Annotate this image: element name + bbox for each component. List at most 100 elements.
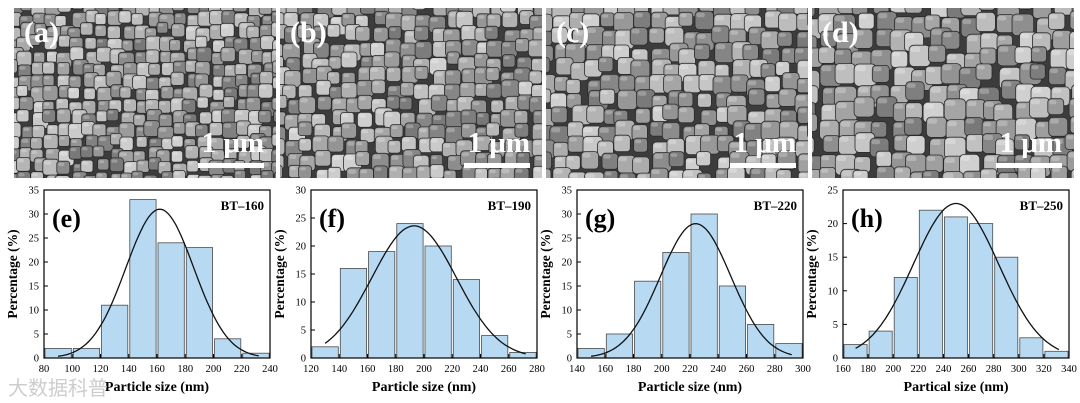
grain-highlight [415, 27, 423, 32]
grain-highlight [666, 28, 675, 34]
histogram-bar [185, 247, 214, 359]
grain-particle [812, 85, 819, 105]
grain-highlight [431, 59, 439, 64]
grain-highlight [699, 62, 708, 67]
grain-highlight [290, 128, 298, 133]
grain-highlight [185, 41, 191, 45]
grain-particle [280, 55, 284, 70]
grain-highlight [763, 140, 772, 145]
grain-highlight [160, 115, 167, 119]
grain-particle [894, 166, 911, 178]
grain-highlight [196, 75, 203, 79]
grain-highlight [908, 137, 917, 142]
grain-highlight [1070, 100, 1074, 105]
grain-highlight [317, 81, 325, 86]
grain-highlight [300, 140, 306, 144]
grain-highlight [762, 155, 770, 160]
grain-highlight [150, 65, 156, 68]
grain-highlight [375, 28, 382, 33]
grain-highlight [571, 13, 579, 18]
grain-highlight [1030, 99, 1040, 105]
grain-highlight [74, 173, 81, 177]
y-tick-label: 10 [29, 306, 40, 317]
grain-highlight [235, 111, 243, 115]
grain-highlight [358, 113, 366, 118]
grain-highlight [342, 124, 350, 129]
grain-highlight [1054, 31, 1063, 37]
grain-highlight [61, 27, 69, 31]
grain-highlight [400, 98, 407, 102]
grain-highlight [588, 107, 596, 112]
grain-highlight [489, 169, 496, 174]
grain-highlight [280, 86, 283, 91]
grain-highlight [599, 142, 607, 147]
grain-particle [1069, 10, 1074, 30]
grain-particle [109, 157, 124, 172]
grain-highlight [587, 28, 596, 33]
grain-highlight [186, 61, 193, 65]
grain-highlight [715, 127, 723, 132]
grain-highlight [97, 39, 104, 43]
grain-highlight [1066, 135, 1074, 140]
grain-highlight [201, 113, 207, 117]
x-tick-label: 340 [1061, 364, 1077, 375]
grain-particle [889, 8, 910, 14]
histogram-bar [396, 223, 424, 359]
grain-highlight [403, 138, 410, 142]
grain-highlight [476, 68, 485, 74]
grain-highlight [531, 16, 539, 21]
grain-particle [272, 76, 276, 90]
x-tick-label: 280 [986, 364, 1002, 375]
grain-highlight [635, 139, 642, 144]
grain-highlight [71, 48, 78, 52]
grain-highlight [998, 156, 1008, 162]
x-tick-label: 220 [682, 364, 698, 375]
grain-highlight [197, 125, 203, 129]
grain-highlight [853, 52, 863, 58]
grain-highlight [637, 109, 644, 114]
grain-highlight [430, 125, 438, 130]
grain-highlight [718, 108, 725, 113]
grain-highlight [948, 85, 958, 91]
grain-particle [156, 21, 169, 34]
grain-particle [274, 171, 276, 178]
scale-bar-text-b: 1 μm [467, 127, 530, 159]
grain-highlight [1073, 86, 1074, 91]
grain-highlight [762, 65, 769, 69]
grain-particle [1070, 168, 1074, 178]
grain-highlight [57, 53, 65, 58]
grain-highlight [223, 12, 230, 16]
grain-highlight [342, 84, 350, 88]
grain-highlight [57, 99, 64, 103]
grain-highlight [960, 68, 971, 75]
grain-highlight [530, 98, 539, 103]
grain-highlight [331, 18, 340, 23]
grain-highlight [172, 99, 180, 104]
grain-highlight [719, 158, 727, 163]
grain-highlight [519, 82, 527, 87]
grain-highlight [132, 14, 139, 18]
grain-highlight [981, 170, 990, 175]
grain-highlight [679, 108, 687, 113]
grain-highlight [819, 15, 830, 21]
grain-highlight [87, 136, 93, 140]
y-tick-label: 20 [29, 258, 40, 269]
grain-highlight [161, 52, 167, 56]
grain-highlight [71, 38, 78, 43]
grain-highlight [356, 142, 363, 146]
grain-highlight [303, 69, 311, 74]
x-tick-label: 180 [860, 364, 876, 375]
grain-highlight [357, 28, 364, 32]
grain-highlight [45, 38, 52, 42]
y-tick-label: 15 [296, 270, 307, 281]
grain-particle [355, 151, 370, 166]
grain-highlight [1071, 12, 1074, 17]
histogram-bar [339, 268, 367, 359]
grain-particle [693, 43, 711, 60]
grain-highlight [652, 13, 661, 18]
grain-highlight [506, 140, 514, 145]
grain-highlight [331, 45, 339, 50]
grain-highlight [150, 139, 157, 143]
grain-particle [546, 168, 552, 178]
grain-highlight [569, 123, 576, 128]
